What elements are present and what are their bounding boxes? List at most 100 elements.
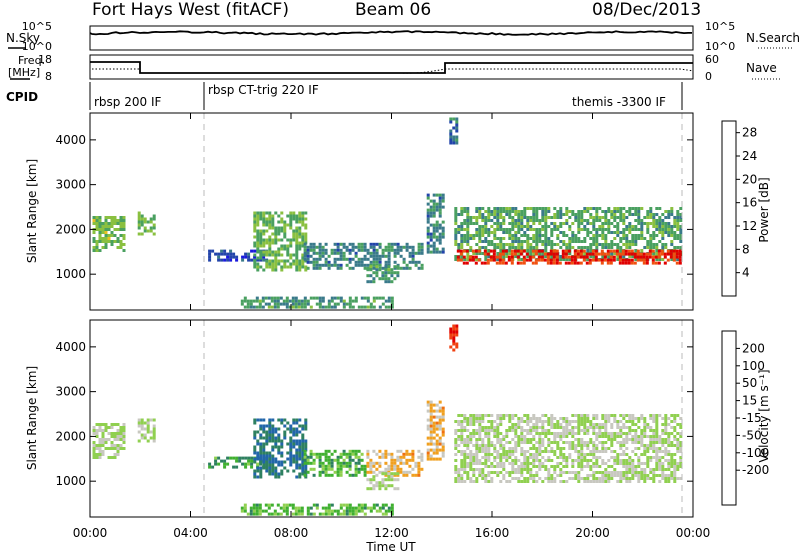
range-cell (502, 246, 506, 249)
range-cell (646, 456, 650, 459)
range-cell (259, 244, 263, 248)
range-cell (321, 461, 325, 465)
range-cell (301, 214, 305, 218)
range-cell (438, 448, 442, 452)
range-cell (601, 222, 605, 225)
range-cell (396, 251, 400, 255)
range-cell (113, 453, 117, 456)
range-cell (621, 249, 625, 253)
range-cell (312, 245, 316, 249)
range-cell (499, 432, 503, 435)
range-cell (646, 213, 650, 216)
range-cell (472, 471, 476, 474)
range-cell (268, 421, 272, 425)
range-cell (369, 274, 373, 278)
range-cell (499, 222, 503, 225)
range-cell (306, 470, 310, 474)
nsearch-label: N.Search (746, 31, 800, 45)
range-cell (354, 245, 358, 249)
range-cell (354, 461, 358, 465)
range-cell (247, 258, 251, 262)
range-cell (318, 254, 322, 258)
range-cell (396, 266, 400, 270)
range-cell (432, 427, 436, 431)
y-tick-label: 2000 (55, 222, 86, 236)
range-cell (583, 207, 587, 210)
range-cell (579, 249, 583, 253)
range-cell (146, 229, 150, 233)
range-cell (298, 235, 302, 239)
range-cell (601, 447, 605, 450)
range-cell (478, 438, 482, 441)
range-cell (348, 242, 352, 246)
range-cell (505, 435, 509, 438)
range-cell (339, 452, 343, 456)
range-cell (628, 477, 632, 480)
range-cell (535, 210, 539, 213)
range-cell (508, 228, 512, 231)
range-cell (678, 261, 682, 265)
range-cell (372, 487, 376, 491)
range-cell (583, 252, 587, 255)
range-cell (384, 487, 388, 491)
range-cell (667, 231, 671, 234)
range-cell (339, 470, 343, 474)
range-cell (673, 477, 677, 480)
range-cell (609, 258, 613, 262)
range-cell (283, 232, 287, 236)
range-cell (628, 207, 632, 210)
range-cell (547, 468, 551, 471)
range-cell (565, 465, 569, 468)
range-cell (676, 423, 680, 426)
range-cell (553, 438, 557, 441)
range-cell (265, 460, 269, 464)
range-cell (496, 450, 500, 453)
range-cell (577, 237, 581, 240)
range-cell (298, 418, 302, 422)
range-cell (283, 235, 287, 239)
range-cell (541, 228, 545, 231)
range-cell (295, 217, 299, 221)
y-tick-label: 2000 (55, 429, 86, 443)
range-cell (516, 261, 520, 265)
range-cell (304, 475, 308, 479)
range-cell (601, 450, 605, 453)
range-cell (295, 457, 299, 461)
range-cell (610, 435, 614, 438)
range-cell (520, 225, 524, 228)
range-cell (520, 462, 524, 465)
range-cell (256, 258, 260, 262)
range-cell (631, 438, 635, 441)
range-cell (366, 452, 370, 456)
range-cell (520, 432, 524, 435)
range-cell (615, 252, 619, 256)
range-cell (280, 217, 284, 221)
range-cell (538, 219, 542, 222)
range-cell (667, 462, 671, 465)
range-cell (471, 258, 475, 262)
range-cell (511, 414, 515, 417)
range-cell (348, 302, 352, 306)
range-cell (595, 417, 599, 420)
range-cell (583, 456, 587, 459)
range-cell (357, 509, 361, 513)
range-cell (390, 464, 394, 468)
range-cell (517, 420, 521, 423)
range-cell (643, 417, 647, 420)
range-cell (628, 213, 632, 216)
range-cell (455, 126, 459, 130)
range-cell (466, 444, 470, 447)
range-cell (366, 506, 370, 510)
range-cell (550, 255, 554, 258)
range-cell (441, 193, 445, 197)
cpid-segment-3: themis -3300 IF (572, 95, 666, 109)
range-cell (475, 456, 479, 459)
range-cell (253, 472, 257, 476)
range-cell (670, 465, 674, 468)
range-cell (541, 225, 545, 228)
range-cell (95, 222, 99, 225)
range-cell (92, 219, 96, 222)
range-cell (550, 231, 554, 234)
range-cell (472, 216, 476, 219)
